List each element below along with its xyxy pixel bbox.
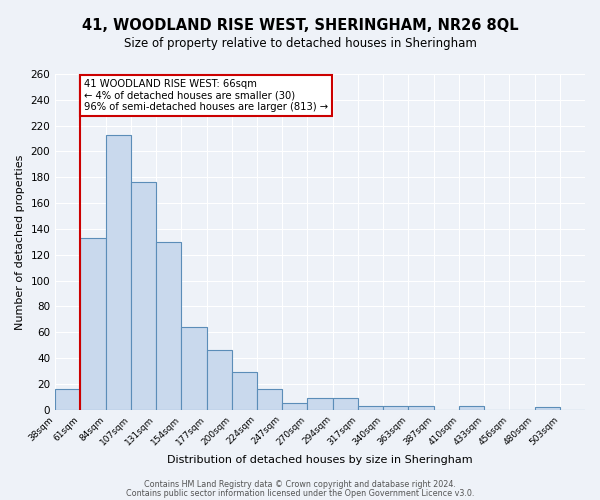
Bar: [409, 406, 434, 409]
Bar: [282, 404, 307, 409]
Bar: [206, 350, 232, 410]
Bar: [181, 327, 206, 409]
Text: 41 WOODLAND RISE WEST: 66sqm
← 4% of detached houses are smaller (30)
96% of sem: 41 WOODLAND RISE WEST: 66sqm ← 4% of det…: [84, 79, 328, 112]
Text: Size of property relative to detached houses in Sheringham: Size of property relative to detached ho…: [124, 38, 476, 51]
Bar: [232, 372, 257, 410]
Y-axis label: Number of detached properties: Number of detached properties: [15, 154, 25, 330]
Bar: [307, 398, 332, 409]
Bar: [156, 242, 181, 410]
Bar: [131, 182, 156, 410]
Bar: [358, 406, 383, 409]
Bar: [257, 389, 282, 409]
X-axis label: Distribution of detached houses by size in Sheringham: Distribution of detached houses by size …: [167, 455, 473, 465]
Bar: [55, 389, 80, 409]
Text: 41, WOODLAND RISE WEST, SHERINGHAM, NR26 8QL: 41, WOODLAND RISE WEST, SHERINGHAM, NR26…: [82, 18, 518, 32]
Bar: [80, 238, 106, 410]
Bar: [106, 134, 131, 409]
Bar: [332, 398, 358, 409]
Bar: [383, 406, 409, 409]
Text: Contains HM Land Registry data © Crown copyright and database right 2024.: Contains HM Land Registry data © Crown c…: [144, 480, 456, 489]
Bar: [459, 406, 484, 409]
Bar: [535, 407, 560, 410]
Text: Contains public sector information licensed under the Open Government Licence v3: Contains public sector information licen…: [126, 490, 474, 498]
